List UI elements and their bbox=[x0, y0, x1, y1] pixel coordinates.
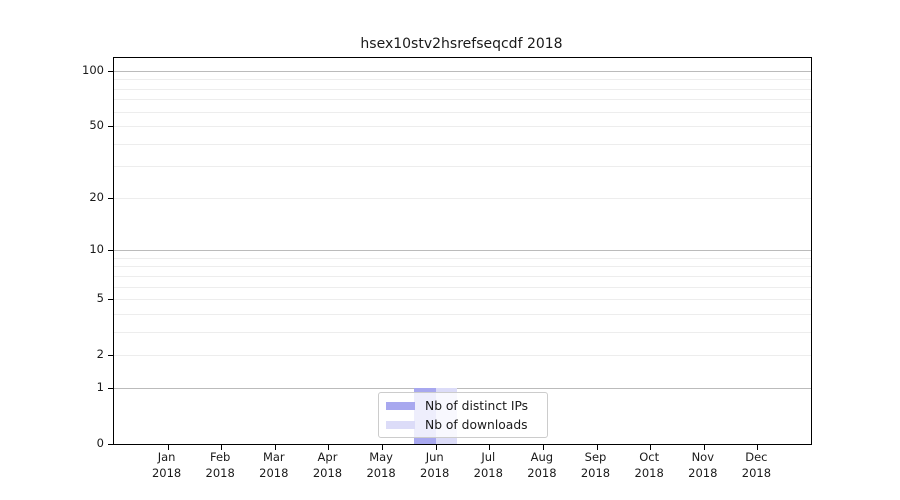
y-tick-mark bbox=[108, 126, 113, 127]
x-tick-year: 2018 bbox=[366, 465, 396, 480]
x-tick-month: Feb bbox=[210, 450, 231, 464]
x-tick-mark bbox=[382, 445, 383, 450]
x-tick-mark bbox=[543, 445, 544, 450]
x-tick-mark bbox=[650, 445, 651, 450]
x-tick-label: Mar 2018 bbox=[243, 450, 305, 481]
x-tick-label: Apr 2018 bbox=[297, 450, 359, 481]
x-tick-month: Apr bbox=[317, 450, 338, 464]
x-tick-year: 2018 bbox=[151, 465, 182, 480]
y-tick-label: 5 bbox=[96, 291, 104, 305]
x-tick-year: 2018 bbox=[312, 465, 343, 480]
chart-title: hsex10stv2hsrefseqcdf 2018 bbox=[360, 36, 563, 52]
x-tick-mark bbox=[597, 445, 598, 450]
x-tick-label: Jul 2018 bbox=[457, 450, 519, 481]
major-gridline bbox=[114, 387, 811, 389]
minor-gridline bbox=[114, 125, 811, 127]
y-tick-mark bbox=[108, 444, 113, 445]
x-tick-year: 2018 bbox=[741, 465, 772, 480]
x-tick-label: Aug 2018 bbox=[511, 450, 573, 481]
x-tick-mark bbox=[436, 445, 437, 450]
major-gridline bbox=[114, 249, 811, 251]
y-tick-label: 0 bbox=[96, 436, 104, 450]
x-tick-year: 2018 bbox=[420, 465, 450, 480]
minor-gridline bbox=[114, 286, 811, 288]
x-tick-label: Nov 2018 bbox=[672, 450, 734, 481]
y-tick-label: 100 bbox=[82, 63, 104, 77]
x-tick-label: Oct 2018 bbox=[618, 450, 680, 481]
x-tick-month: Jul bbox=[481, 450, 496, 464]
x-tick-mark bbox=[328, 445, 329, 450]
x-tick-month: Mar bbox=[262, 450, 285, 464]
x-tick-mark bbox=[489, 445, 490, 450]
y-tick-mark bbox=[108, 250, 113, 251]
y-tick-mark bbox=[108, 299, 113, 300]
minor-gridline bbox=[114, 298, 811, 300]
x-tick-month: Oct bbox=[639, 450, 660, 464]
x-tick-year: 2018 bbox=[580, 465, 611, 480]
x-tick-label: Feb 2018 bbox=[189, 450, 251, 481]
legend: Nb of distinct IPs Nb of downloads bbox=[378, 392, 548, 438]
x-tick-year: 2018 bbox=[634, 465, 664, 480]
minor-gridline bbox=[114, 165, 811, 167]
x-tick-year: 2018 bbox=[259, 465, 289, 480]
y-tick-mark bbox=[108, 198, 113, 199]
minor-gridline bbox=[114, 331, 811, 333]
minor-gridline bbox=[114, 111, 811, 113]
x-tick-month: May bbox=[369, 450, 393, 464]
x-tick-year: 2018 bbox=[473, 465, 503, 480]
x-tick-mark bbox=[221, 445, 222, 450]
minor-gridline bbox=[114, 78, 811, 80]
x-tick-label: May 2018 bbox=[350, 450, 412, 481]
x-tick-label: Dec 2018 bbox=[725, 450, 787, 481]
minor-gridline bbox=[114, 265, 811, 267]
x-tick-year: 2018 bbox=[527, 465, 557, 480]
x-tick-month: Jun bbox=[425, 450, 444, 464]
y-tick-label: 2 bbox=[96, 347, 104, 361]
x-tick-year: 2018 bbox=[688, 465, 718, 480]
y-tick-mark bbox=[108, 355, 113, 356]
x-tick-label: Jan 2018 bbox=[136, 450, 198, 481]
minor-gridline bbox=[114, 143, 811, 145]
legend-label: Nb of downloads bbox=[425, 417, 528, 432]
minor-gridline bbox=[114, 275, 811, 277]
major-gridline bbox=[114, 70, 811, 72]
x-tick-mark bbox=[757, 445, 758, 450]
minor-gridline bbox=[114, 88, 811, 90]
y-tick-label: 10 bbox=[89, 242, 104, 256]
x-tick-mark bbox=[168, 445, 169, 450]
x-tick-month: Sep bbox=[584, 450, 607, 464]
x-tick-month: Dec bbox=[745, 450, 768, 464]
x-tick-month: Nov bbox=[691, 450, 715, 464]
legend-entry: Nb of downloads bbox=[386, 415, 540, 434]
x-tick-label: Sep 2018 bbox=[565, 450, 627, 481]
x-tick-mark bbox=[275, 445, 276, 450]
y-tick-mark bbox=[108, 71, 113, 72]
minor-gridline bbox=[114, 354, 811, 356]
y-tick-mark bbox=[108, 388, 113, 389]
legend-entry: Nb of distinct IPs bbox=[386, 396, 540, 415]
y-tick-label: 1 bbox=[96, 380, 104, 394]
x-tick-label: Jun 2018 bbox=[404, 450, 466, 481]
y-tick-label: 50 bbox=[89, 118, 104, 132]
legend-swatch bbox=[386, 420, 415, 429]
minor-gridline bbox=[114, 98, 811, 100]
x-tick-mark bbox=[704, 445, 705, 450]
x-tick-year: 2018 bbox=[205, 465, 235, 480]
x-tick-month: Aug bbox=[530, 450, 554, 464]
x-tick-month: Jan bbox=[157, 450, 176, 464]
plot-area: Nb of distinct IPs Nb of downloads bbox=[108, 57, 812, 450]
minor-gridline bbox=[114, 257, 811, 259]
minor-gridline bbox=[114, 197, 811, 199]
y-tick-label: 20 bbox=[89, 190, 104, 204]
minor-gridline bbox=[114, 313, 811, 315]
legend-label: Nb of distinct IPs bbox=[425, 398, 529, 413]
legend-swatch bbox=[386, 401, 415, 410]
